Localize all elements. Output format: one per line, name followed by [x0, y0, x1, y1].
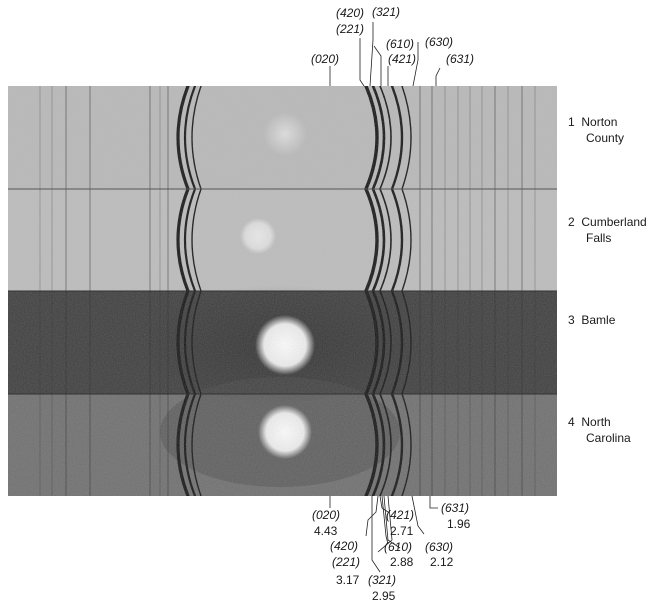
bottom-label-020: (020): [312, 508, 340, 522]
top-labels: (420) (221) (321) (610) (630) (020) (421…: [311, 5, 474, 66]
sample-name-line1: Bamle: [581, 313, 616, 327]
bottom-label-421: (421): [386, 508, 414, 522]
top-label-610: (610): [386, 37, 414, 51]
top-label-221: (221): [336, 22, 364, 36]
sample-name-line1: Norton: [581, 115, 618, 129]
sample-name-line1: North: [581, 415, 611, 429]
bottom-d-020: 4.43: [314, 524, 338, 538]
bottom-label-221: (221): [332, 555, 360, 569]
bottom-leader-lines: [329, 495, 438, 573]
sample-label-1: 1 Norton County: [568, 114, 624, 146]
top-label-321: (321): [372, 5, 400, 19]
bottom-label-610: (610): [384, 540, 412, 554]
bottom-labels: (020) 4.43 (421) 2.71 (631) 1.96 (420) (…: [312, 501, 471, 603]
bottom-d-630: 2.12: [430, 555, 454, 569]
sample-number: 1: [568, 115, 575, 129]
top-label-630: (630): [425, 35, 453, 49]
top-label-631: (631): [446, 52, 474, 66]
top-label-420: (420): [336, 6, 364, 20]
bottom-label-630: (630): [425, 540, 453, 554]
bottom-d-631: 1.96: [447, 517, 471, 531]
bottom-d-421: 2.71: [390, 524, 414, 538]
top-label-020: (020): [311, 52, 339, 66]
top-leader-lines: [329, 22, 441, 87]
top-label-421: (421): [388, 52, 416, 66]
sample-number: 3: [568, 313, 575, 327]
sample-label-4: 4 North Carolina: [568, 414, 631, 446]
sample-label-3: 3 Bamle: [568, 312, 615, 328]
bottom-d-321: 2.95: [372, 589, 396, 603]
sample-name-line2: Carolina: [586, 431, 631, 445]
bottom-label-631: (631): [441, 501, 469, 515]
bottom-d-610: 2.88: [390, 555, 414, 569]
sample-number: 2: [568, 215, 575, 229]
sample-label-2: 2 Cumberland Falls: [568, 214, 647, 246]
sample-number: 4: [568, 415, 575, 429]
bottom-d-221: 3.17: [336, 573, 360, 587]
bottom-label-420: (420): [330, 539, 358, 553]
sample-name-line2: County: [586, 131, 625, 145]
film-strips: [8, 86, 557, 496]
sample-name-line1: Cumberland: [581, 215, 647, 229]
sample-name-line2: Falls: [586, 231, 612, 245]
bottom-label-321: (321): [368, 573, 396, 587]
